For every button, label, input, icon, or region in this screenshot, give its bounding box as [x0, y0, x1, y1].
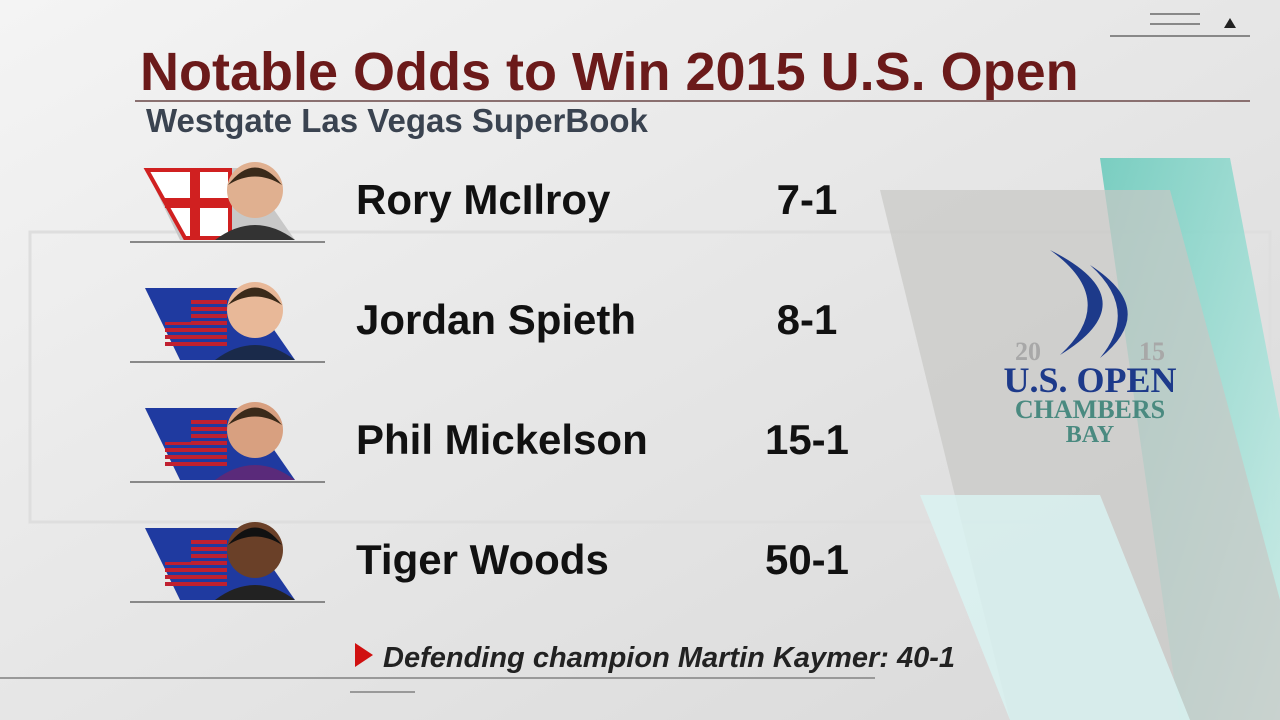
player-name: Tiger Woods	[356, 536, 609, 583]
flag-stripe	[165, 561, 227, 565]
player-odds: 7-1	[777, 176, 838, 223]
icon-triangle	[1224, 18, 1236, 28]
flag-stripe	[165, 307, 227, 311]
subtitle: Westgate Las Vegas SuperBook	[146, 102, 649, 139]
logo-sail	[1050, 250, 1103, 355]
flag-stripe	[165, 540, 227, 544]
player-name: Jordan Spieth	[356, 296, 636, 343]
flag-stripe	[165, 575, 227, 579]
player-odds: 50-1	[765, 536, 849, 583]
flag-stripe	[165, 455, 227, 459]
flag-canton	[165, 420, 191, 442]
player-hair	[228, 287, 282, 305]
logo-year: 20	[1015, 337, 1041, 366]
footnote: Defending champion Martin Kaymer: 40-1	[383, 642, 955, 674]
flag-stripe	[165, 462, 227, 466]
player-odds: 8-1	[777, 296, 838, 343]
footnote-arrow	[355, 643, 373, 667]
flag-stripe	[165, 434, 227, 438]
flag-stripe	[165, 441, 227, 445]
odds-list: Rory McIlroy 7-1 Jordan Spieth 8-1 Phil Mick…	[130, 162, 849, 603]
logo-venue: CHAMBERS	[1015, 395, 1165, 424]
player-hair	[228, 527, 282, 545]
flag-canton	[165, 300, 191, 322]
flag-stripe	[165, 328, 227, 332]
flag-stripe	[165, 448, 227, 452]
flag-stripe	[165, 427, 227, 431]
player-shirt	[215, 585, 295, 600]
player-hair	[228, 407, 282, 425]
logo-year: 15	[1139, 337, 1165, 366]
logo-event: U.S. OPEN	[1003, 360, 1176, 400]
player-odds: 15-1	[765, 416, 849, 463]
flag-stripe	[165, 547, 227, 551]
flag-stripe	[165, 314, 227, 318]
player-shirt	[215, 465, 295, 480]
flag-stripe	[165, 300, 227, 304]
player-shirt	[215, 225, 295, 240]
title: Notable Odds to Win 2015 U.S. Open	[140, 42, 1079, 102]
player-hair	[228, 167, 282, 185]
flag-stripe	[165, 568, 227, 572]
player-name: Phil Mickelson	[356, 416, 648, 463]
flag-cross	[165, 198, 230, 208]
flag-stripe	[165, 335, 227, 339]
logo-sail	[1090, 265, 1128, 358]
flag-stripe	[165, 582, 227, 586]
flag-canton	[165, 540, 191, 562]
logo-venue: BAY	[1066, 422, 1114, 448]
player-shirt	[215, 345, 295, 360]
flag-stripe	[165, 554, 227, 558]
teal-panel-lower	[920, 495, 1190, 720]
flag-stripe	[165, 420, 227, 424]
flag-stripe	[165, 342, 227, 346]
flag-stripe	[165, 321, 227, 325]
player-name: Rory McIlroy	[356, 176, 611, 223]
